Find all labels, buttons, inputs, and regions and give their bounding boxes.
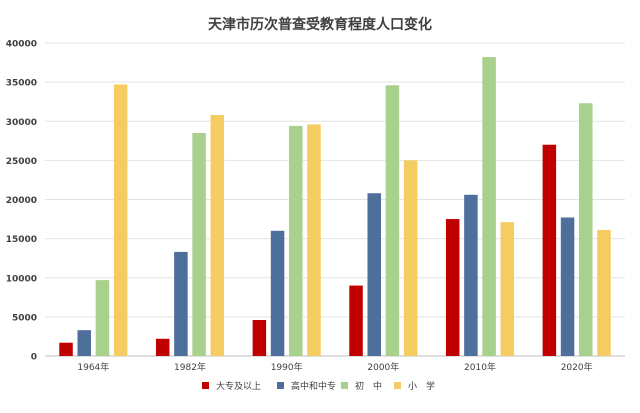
bar (210, 114, 225, 357)
legend-swatch (341, 382, 348, 389)
y-tick-label: 40000 (6, 40, 37, 50)
bar (307, 124, 321, 356)
bar (252, 320, 267, 356)
bar (270, 230, 285, 356)
legend-label: 小 学 (408, 380, 435, 392)
x-axis: 1964年 1982年 1990年 2000年 2010年 2020年 (77, 361, 592, 373)
y-axis: 0 5000 10000 15000 20000 25000 30000 35000 40000 (6, 40, 37, 363)
y-tick-label: 0 (31, 353, 37, 363)
y-tick-label: 10000 (6, 274, 37, 284)
y-tick-label: 20000 (6, 196, 37, 206)
bar (192, 132, 206, 356)
bar (95, 280, 110, 356)
bar (385, 85, 400, 356)
bar (445, 219, 460, 356)
x-tick-label: 1964年 (77, 361, 109, 373)
y-tick-label: 15000 (6, 235, 37, 245)
chart-title: 天津市历次普查受教育程度人口变化 (208, 16, 432, 33)
legend-label: 初 中 (355, 380, 382, 392)
bar (289, 125, 303, 356)
bar (560, 217, 575, 356)
x-tick-label: 1982年 (174, 361, 206, 373)
bar (403, 160, 418, 356)
legend: 大专及以上 高中和中专 初 中 小 学 (202, 380, 435, 392)
x-tick-label: 2000年 (367, 361, 399, 373)
legend-label: 高中和中专 (291, 380, 336, 392)
bar (113, 84, 128, 356)
bar (155, 338, 170, 356)
bar (597, 230, 611, 356)
bar (367, 193, 381, 356)
legend-swatch (277, 382, 284, 389)
legend-swatch (394, 382, 401, 389)
x-tick-label: 2010年 (464, 361, 496, 373)
bar (77, 330, 91, 356)
y-tick-label: 35000 (6, 79, 37, 89)
y-tick-label: 30000 (6, 118, 37, 128)
bar (482, 57, 496, 357)
bar (349, 285, 363, 356)
gridlines (45, 42, 625, 357)
bar (500, 222, 515, 356)
legend-label: 大专及以上 (216, 380, 261, 392)
legend-swatch (202, 382, 209, 389)
bar (174, 251, 188, 356)
bar (464, 194, 478, 356)
bar (542, 144, 557, 356)
x-tick-label: 2020年 (561, 361, 593, 373)
x-tick-label: 1990年 (271, 361, 303, 373)
bars (59, 57, 611, 357)
bar (59, 342, 73, 356)
y-tick-label: 25000 (6, 157, 37, 167)
bar (579, 103, 593, 356)
y-tick-label: 5000 (12, 313, 37, 323)
